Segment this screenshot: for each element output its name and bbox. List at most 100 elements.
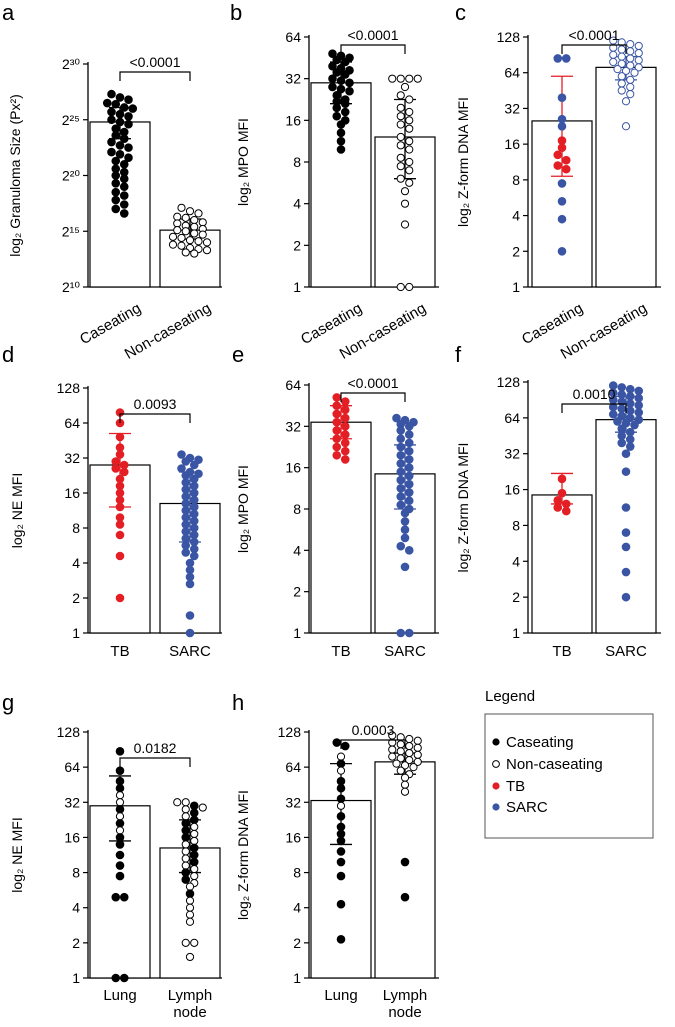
data-point <box>405 741 414 751</box>
data-point <box>202 238 212 247</box>
data-point <box>557 114 567 124</box>
y-axis-label: log₂ Z-form DNA MFI <box>235 790 251 920</box>
data-point <box>400 773 410 782</box>
data-point <box>128 104 138 113</box>
y-tick-label: 128 <box>497 29 521 45</box>
data-point <box>328 49 337 58</box>
data-point <box>621 467 631 476</box>
x-tick-label: SARC <box>605 643 647 660</box>
y-tick-label: 2 <box>512 589 520 605</box>
y-tick-label: 4 <box>293 542 301 558</box>
data-point <box>404 455 414 464</box>
data-point <box>190 864 199 874</box>
data-point <box>392 759 401 768</box>
data-point <box>189 460 199 470</box>
data-point <box>404 446 414 456</box>
data-point <box>396 747 405 756</box>
data-point <box>340 422 350 431</box>
y-tick-label: 32 <box>285 71 301 87</box>
data-point <box>185 910 195 919</box>
data-point <box>336 120 346 129</box>
data-point <box>102 98 112 108</box>
data-point <box>115 861 125 870</box>
y-tick-label: 2 <box>512 243 520 259</box>
data-point <box>190 829 199 839</box>
y-tick-label: 128 <box>57 380 81 396</box>
data-point <box>198 803 207 812</box>
data-point <box>185 903 195 912</box>
p-value: <0.0001 <box>348 375 399 391</box>
data-point <box>634 393 644 403</box>
data-point <box>115 805 125 814</box>
data-point <box>332 55 342 65</box>
y-tick-label: 4 <box>512 553 520 569</box>
data-point <box>621 542 631 552</box>
data-point <box>392 413 401 423</box>
data-point <box>119 460 129 470</box>
data-point <box>177 450 186 459</box>
panel-letter: c <box>455 0 466 25</box>
data-point <box>189 551 199 561</box>
data-point <box>396 162 405 171</box>
data-point <box>181 457 191 466</box>
data-point <box>400 82 410 92</box>
data-point <box>189 544 199 554</box>
y-tick-label: 64 <box>285 377 301 393</box>
data-point <box>111 892 121 902</box>
data-point <box>336 783 346 793</box>
data-point <box>625 427 635 437</box>
data-point <box>115 798 125 807</box>
data-point <box>561 499 571 509</box>
data-point <box>173 798 182 807</box>
y-tick-label: 4 <box>293 900 301 916</box>
data-point <box>181 826 191 835</box>
data-point <box>173 212 182 221</box>
data-point <box>177 233 186 243</box>
data-point <box>181 854 190 863</box>
panel-letter: a <box>2 0 15 25</box>
data-point <box>124 112 133 121</box>
data-point <box>396 112 405 121</box>
data-point <box>388 74 397 83</box>
data-point <box>115 791 125 800</box>
y-tick-label: 64 <box>64 415 80 431</box>
data-point <box>617 72 626 81</box>
data-point <box>396 484 406 493</box>
data-point <box>115 812 125 821</box>
data-point <box>396 120 405 129</box>
data-point <box>181 805 190 814</box>
data-point <box>124 119 133 129</box>
data-point <box>396 541 406 551</box>
p-value: <0.0001 <box>348 27 399 43</box>
data-point <box>400 562 410 572</box>
y-tick-label: 16 <box>64 829 80 845</box>
data-point <box>617 79 626 88</box>
data-point <box>340 413 350 423</box>
data-point <box>396 492 406 501</box>
data-point <box>404 438 414 448</box>
x-tick-label: node <box>173 1004 206 1021</box>
data-point <box>404 422 414 431</box>
data-point <box>181 548 191 557</box>
x-tick-label: Lymph <box>168 987 212 1004</box>
data-point <box>621 567 631 577</box>
data-point <box>396 141 405 150</box>
data-point <box>404 496 414 506</box>
data-point <box>553 150 563 160</box>
data-point <box>202 246 212 255</box>
data-point <box>181 248 190 257</box>
data-point <box>189 801 199 811</box>
data-point <box>185 917 195 926</box>
panel-letter: e <box>232 342 244 367</box>
data-point <box>115 93 125 102</box>
data-point <box>185 579 195 589</box>
y-tick-label: 64 <box>285 759 301 775</box>
data-point <box>400 892 410 902</box>
data-point <box>396 475 406 485</box>
data-point <box>115 826 125 835</box>
data-point <box>115 530 125 540</box>
data-point <box>405 734 414 744</box>
data-point <box>396 740 405 749</box>
data-point <box>328 74 337 83</box>
